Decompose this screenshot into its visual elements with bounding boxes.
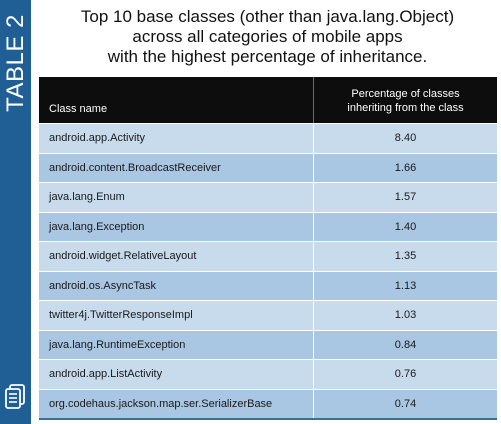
table-row: twitter4j.TwitterResponseImpl 1.03 [39, 300, 497, 330]
class-name-cell: android.os.AsyncTask [49, 279, 156, 292]
data-table: Class name Percentage of classes inherit… [39, 77, 497, 420]
column-header-percentage: Percentage of classes inheriting from th… [313, 77, 497, 123]
class-name-cell: java.lang.Exception [49, 220, 145, 233]
column-header-percentage-line: inheriting from the class [347, 102, 464, 114]
table-row: android.app.Activity 8.40 [39, 123, 497, 153]
table-row: org.codehaus.jackson.map.ser.SerializerB… [39, 388, 497, 418]
table-title-line: with the highest percentage of inheritan… [107, 47, 428, 66]
percentage-cell: 1.03 [313, 301, 497, 330]
percentage-cell: 1.35 [313, 242, 497, 271]
class-name-cell: java.lang.RuntimeException [49, 338, 186, 351]
percentage-cell: 1.57 [313, 183, 497, 212]
table-title-line: Top 10 base classes (other than java.lan… [80, 7, 455, 26]
table-side-bar: TABLE 2 [0, 0, 31, 424]
table-row: android.content.BroadcastReceiver 1.66 [39, 152, 497, 182]
percentage-cell: 1.40 [313, 212, 497, 241]
class-name-cell: android.app.ListActivity [49, 368, 163, 381]
percentage-cell: 8.40 [313, 124, 497, 153]
class-name-cell: android.widget.RelativeLayout [49, 250, 197, 263]
document-icon [5, 384, 25, 409]
table-row: java.lang.Enum 1.57 [39, 182, 497, 212]
class-name-cell: android.content.BroadcastReceiver [49, 161, 221, 174]
percentage-cell: 1.66 [313, 153, 497, 182]
class-name-cell: android.app.Activity [49, 132, 145, 145]
table-number-label: TABLE 2 [0, 0, 31, 126]
percentage-cell: 0.76 [313, 360, 497, 389]
table-number-text: TABLE 2 [2, 14, 29, 112]
table-row: java.lang.Exception 1.40 [39, 211, 497, 241]
column-header-percentage-line: Percentage of classes [351, 88, 460, 100]
table-row: android.os.AsyncTask 1.13 [39, 270, 497, 300]
table-title: Top 10 base classes (other than java.lan… [34, 7, 501, 67]
class-name-cell: twitter4j.TwitterResponseImpl [49, 309, 193, 322]
class-name-cell: java.lang.Enum [49, 191, 125, 204]
percentage-cell: 0.84 [313, 330, 497, 359]
column-header-class-name: Class name [49, 103, 108, 115]
table-row: java.lang.RuntimeException 0.84 [39, 329, 497, 359]
percentage-cell: 0.74 [313, 389, 497, 418]
table-row: android.app.ListActivity 0.76 [39, 359, 497, 389]
table-row: android.widget.RelativeLayout 1.35 [39, 241, 497, 271]
class-name-cell: org.codehaus.jackson.map.ser.SerializerB… [49, 397, 273, 410]
percentage-cell: 1.13 [313, 271, 497, 300]
table-title-line: across all categories of mobile apps [132, 27, 403, 46]
table-header: Class name Percentage of classes inherit… [39, 77, 497, 123]
